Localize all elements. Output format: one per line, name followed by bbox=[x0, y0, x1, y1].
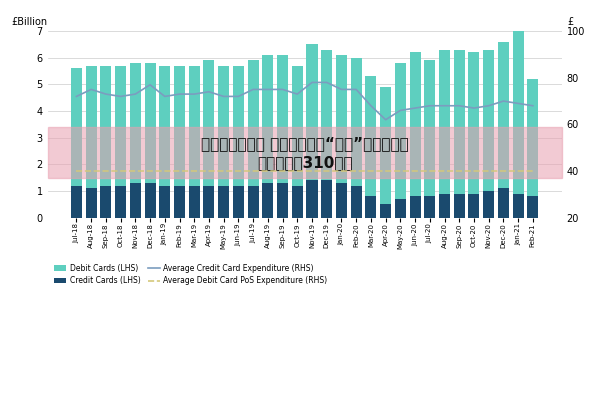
Bar bbox=[174, 186, 185, 218]
Bar bbox=[292, 66, 303, 186]
Bar bbox=[115, 186, 126, 218]
Bar bbox=[365, 76, 376, 196]
Bar bbox=[395, 199, 406, 218]
Bar bbox=[380, 87, 391, 204]
Bar bbox=[130, 183, 141, 218]
Bar bbox=[498, 188, 509, 218]
Bar bbox=[115, 66, 126, 186]
Bar bbox=[336, 55, 347, 183]
Bar bbox=[321, 50, 332, 180]
Bar bbox=[307, 44, 317, 180]
Bar bbox=[71, 68, 82, 186]
Bar bbox=[454, 194, 465, 218]
Bar bbox=[248, 186, 259, 218]
Bar bbox=[277, 55, 288, 183]
Bar bbox=[336, 183, 347, 218]
Text: 目标价锁定310美元: 目标价锁定310美元 bbox=[257, 155, 352, 170]
Bar bbox=[424, 60, 436, 196]
Bar bbox=[292, 186, 303, 218]
Bar bbox=[71, 186, 82, 218]
Bar bbox=[469, 52, 479, 194]
Bar bbox=[159, 66, 170, 186]
Bar bbox=[203, 186, 214, 218]
Bar bbox=[218, 186, 229, 218]
Bar bbox=[174, 66, 185, 186]
Bar bbox=[145, 63, 155, 183]
Bar bbox=[248, 60, 259, 186]
Bar bbox=[469, 194, 479, 218]
Bar bbox=[410, 196, 421, 218]
Legend: Debit Cards (LHS), Credit Cards (LHS), Average Credit Card Expenditure (RHS), Av: Debit Cards (LHS), Credit Cards (LHS), A… bbox=[52, 260, 331, 288]
Bar bbox=[233, 66, 244, 186]
Bar bbox=[424, 196, 436, 218]
Bar bbox=[380, 204, 391, 218]
Bar bbox=[86, 188, 97, 218]
Bar bbox=[262, 55, 274, 183]
Bar bbox=[512, 194, 524, 218]
Bar bbox=[350, 186, 362, 218]
Text: 期货配资怎么做 特斯拉成大摩“首选”美国汽车股: 期货配资怎么做 特斯拉成大摩“首选”美国汽车股 bbox=[201, 136, 409, 152]
Bar bbox=[439, 50, 450, 194]
Bar bbox=[47, 127, 562, 178]
Bar bbox=[321, 180, 332, 218]
Bar bbox=[483, 191, 494, 218]
Bar bbox=[454, 50, 465, 194]
Bar bbox=[498, 42, 509, 188]
Bar bbox=[527, 196, 538, 218]
Bar bbox=[189, 66, 200, 186]
Bar bbox=[189, 186, 200, 218]
Bar bbox=[395, 63, 406, 199]
Bar bbox=[145, 183, 155, 218]
Bar bbox=[527, 79, 538, 196]
Bar bbox=[203, 60, 214, 186]
Bar bbox=[439, 194, 450, 218]
Bar bbox=[350, 58, 362, 186]
Bar bbox=[365, 196, 376, 218]
Bar bbox=[130, 63, 141, 183]
Bar bbox=[307, 180, 317, 218]
Bar bbox=[410, 52, 421, 196]
Bar bbox=[86, 66, 97, 188]
Text: £: £ bbox=[567, 18, 573, 28]
Bar bbox=[100, 186, 112, 218]
Bar bbox=[483, 50, 494, 191]
Bar bbox=[159, 186, 170, 218]
Bar bbox=[262, 183, 274, 218]
Bar bbox=[233, 186, 244, 218]
Bar bbox=[218, 66, 229, 186]
Bar bbox=[277, 183, 288, 218]
Text: £Billion: £Billion bbox=[11, 18, 47, 28]
Bar bbox=[512, 20, 524, 194]
Bar bbox=[100, 66, 112, 186]
